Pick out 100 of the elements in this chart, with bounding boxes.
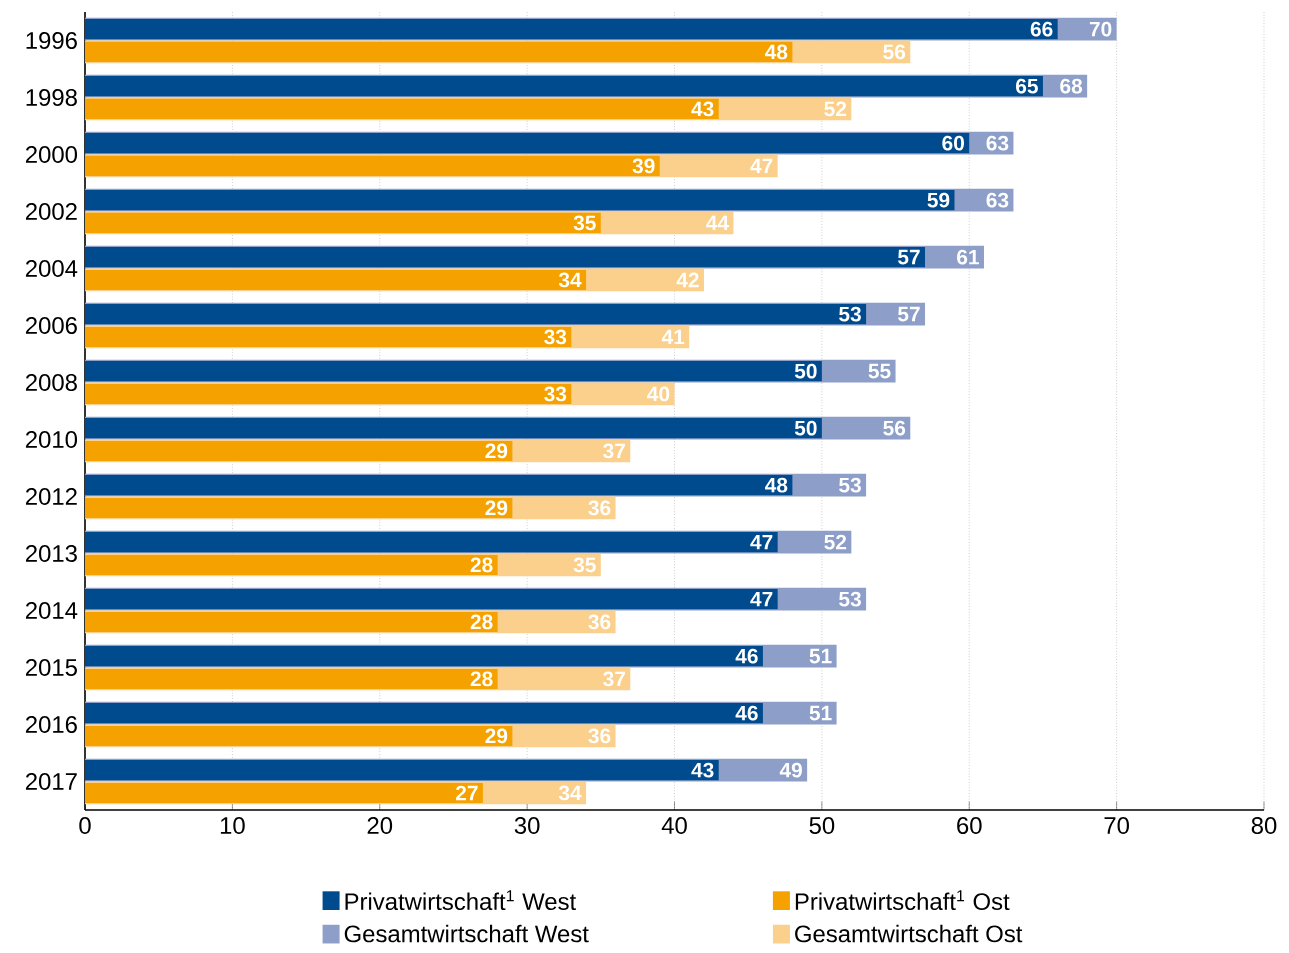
data-label: 60	[942, 135, 964, 151]
data-label: 47	[750, 158, 773, 174]
data-label: 68	[1060, 78, 1083, 94]
data-label: 52	[824, 534, 847, 550]
bar	[85, 725, 513, 746]
data-label: 37	[603, 671, 625, 687]
data-label: 28	[470, 671, 493, 687]
bar	[85, 76, 1043, 97]
data-label: 59	[927, 192, 950, 208]
data-label: 56	[883, 44, 906, 60]
x-tick-label: 40	[661, 817, 687, 834]
data-label: 65	[1016, 78, 1038, 94]
y-tick-label: 2008	[25, 374, 77, 391]
bar	[85, 304, 867, 325]
data-label: 35	[573, 215, 596, 231]
y-tick-label: 2016	[25, 716, 77, 733]
y-tick-label: 2012	[25, 488, 77, 505]
bar	[85, 190, 955, 211]
data-label: 70	[1089, 21, 1112, 37]
y-tick-label: 2017	[25, 773, 77, 790]
x-tick-label: 0	[79, 817, 91, 834]
bar	[85, 703, 763, 724]
x-tick-label: 80	[1251, 817, 1277, 834]
y-tick-label: 2004	[25, 260, 78, 277]
data-label: 29	[485, 728, 508, 744]
x-tick-label: 50	[809, 817, 835, 834]
y-tick-label: 2014	[25, 602, 78, 619]
data-label: 34	[558, 272, 582, 288]
bar	[85, 589, 778, 610]
data-label: 43	[691, 101, 714, 117]
y-tick-label: 2000	[25, 146, 78, 163]
x-tick-label: 60	[957, 817, 982, 834]
x-tick-label: 10	[220, 817, 245, 834]
x-tick-label: 20	[367, 817, 393, 834]
data-label: 46	[735, 705, 758, 721]
data-label: 50	[794, 420, 817, 436]
data-label: 57	[898, 306, 920, 322]
data-label: 43	[691, 762, 714, 778]
bar	[85, 155, 660, 176]
data-label: 47	[750, 591, 773, 607]
data-label: 39	[632, 158, 655, 174]
bar	[85, 532, 778, 553]
x-tick-label: 70	[1104, 817, 1129, 834]
data-label: 63	[986, 135, 1009, 151]
data-label: 28	[470, 614, 493, 630]
y-tick-label: 2015	[25, 659, 77, 676]
y-tick-label: 2002	[25, 203, 77, 220]
data-label: 53	[839, 591, 861, 607]
data-label: 53	[839, 477, 861, 493]
bar	[85, 247, 926, 268]
x-tick-label: 30	[514, 817, 540, 834]
data-label: 52	[824, 101, 847, 117]
bar	[85, 782, 483, 803]
y-tick-label: 1996	[26, 32, 77, 49]
bar	[85, 361, 822, 382]
bar	[85, 440, 513, 461]
data-label: 61	[957, 249, 979, 265]
data-label: 66	[1030, 21, 1053, 37]
data-label: 55	[868, 363, 891, 379]
bar	[85, 269, 587, 290]
data-label: 35	[573, 557, 596, 573]
bar	[85, 475, 793, 496]
data-label: 51	[809, 705, 832, 721]
bar	[85, 41, 793, 62]
legend-label: Gesamtwirtschaft West	[344, 924, 589, 943]
legend-label: Gesamtwirtschaft Ost	[795, 924, 1023, 943]
data-label: 63	[986, 192, 1009, 208]
bar	[85, 418, 822, 439]
data-label: 33	[544, 386, 567, 402]
y-tick-label: 2013	[25, 545, 77, 562]
bar	[85, 611, 498, 632]
data-label: 47	[750, 534, 773, 550]
bar	[85, 326, 572, 347]
bar	[85, 98, 719, 119]
data-label: 40	[647, 386, 670, 402]
data-label: 46	[735, 648, 758, 664]
data-label: 29	[485, 500, 508, 516]
data-label: 27	[455, 785, 478, 801]
data-label: 37	[603, 443, 625, 459]
bar	[85, 554, 498, 575]
y-tick-label: 2010	[25, 431, 78, 448]
bar	[85, 133, 970, 154]
data-label: 53	[839, 306, 861, 322]
data-label: 41	[661, 329, 685, 345]
data-label: 56	[883, 420, 906, 436]
bar	[85, 646, 763, 667]
data-label: 57	[898, 249, 920, 265]
data-label: 48	[765, 477, 788, 493]
data-label: 36	[588, 728, 611, 744]
data-label: 34	[558, 785, 582, 801]
legend-label: Privatwirtschaft$^{1}$ Ost	[795, 890, 1010, 911]
data-label: 33	[544, 329, 567, 345]
y-tick-label: 2006	[25, 317, 77, 334]
y-tick-label: 1998	[26, 89, 77, 106]
data-label: 51	[809, 648, 832, 664]
bar	[85, 497, 513, 518]
bar	[85, 760, 719, 781]
bar	[85, 383, 572, 404]
data-label: 44	[706, 215, 729, 231]
data-label: 28	[470, 557, 493, 573]
